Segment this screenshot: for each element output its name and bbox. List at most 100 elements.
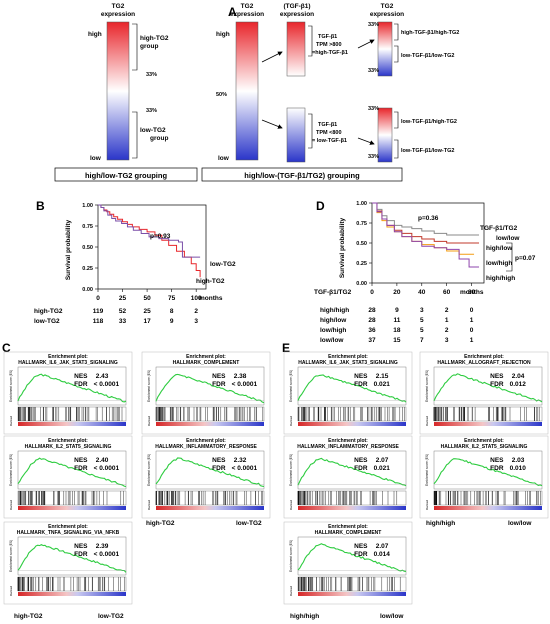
gsea-es-curve <box>297 457 407 487</box>
risk-row-group: high/high <box>320 307 349 314</box>
gsea-es-frame <box>433 366 543 406</box>
gsea-plot-title: HALLMARK_ALLOGRAFT_REJECTION <box>437 360 531 366</box>
y-tick-label: 1.00 <box>356 201 367 207</box>
gsea-plot-pre: Enrichment plot: <box>328 354 368 360</box>
panel-d-risk-header: TGF-β1/TG2 <box>314 289 352 296</box>
group-label-4: low-TGF-β1/low-TG2 <box>401 148 454 154</box>
tg2-low-label-2: low <box>218 155 230 162</box>
gsea-hit-lines <box>298 577 401 591</box>
y-tick-label: 0.00 <box>356 281 367 287</box>
risk-count: 15 <box>393 337 401 344</box>
gsea-es-curve <box>155 457 265 488</box>
risk-count: 1 <box>445 317 449 324</box>
nes-value: 2.38 <box>234 373 247 380</box>
tg2-low-label: low <box>90 155 102 162</box>
gsea-y-axis-label: Enrichment score (ES) <box>425 370 429 402</box>
nes-value: 2.40 <box>96 457 109 464</box>
pct-a1: 33% <box>368 22 379 28</box>
gsea-plot: Enrichment plot:HALLMARK_ALLOGRAFT_REJEC… <box>419 351 549 435</box>
right-caption-box <box>201 167 403 182</box>
x-tick-label: 25 <box>119 295 127 302</box>
lower-rule-bracket <box>308 113 313 149</box>
gsea-plot: Enrichment plot:HALLMARK_INFLAMMATORY_RE… <box>141 435 271 519</box>
fdr-label: FDR <box>74 465 88 472</box>
y-tick-label: 0.00 <box>82 287 93 293</box>
tg2-high-label-2: high <box>216 31 230 38</box>
y-tick-label: 0.25 <box>82 266 93 272</box>
lower-rule-line3: = low-TGF-β1 <box>312 138 347 144</box>
low-group-bracket <box>132 111 138 159</box>
gsea-plot: Enrichment plot:HALLMARK_COMPLEMENT Enric… <box>283 521 413 605</box>
fdr-value: < 0.0001 <box>94 551 120 558</box>
nes-value: 2.03 <box>512 457 525 464</box>
risk-count: 3 <box>194 318 198 325</box>
risk-count: 1 <box>470 317 474 324</box>
risk-count: 9 <box>170 318 174 325</box>
tg2-header2-line1: TG2 <box>241 3 254 10</box>
panel-e-left-label-2: high/high <box>426 520 455 527</box>
risk-count: 3 <box>445 337 449 344</box>
gsea-rank-axis-label: Ranked <box>425 416 429 427</box>
gsea-rank-bar <box>18 592 126 596</box>
gsea-hit-lines <box>155 407 263 421</box>
x-tick-label: 80 <box>468 289 476 296</box>
risk-count: 1 <box>470 337 474 344</box>
group1-bracket <box>394 23 399 41</box>
tg2-gradient-bar-2 <box>235 21 259 161</box>
gsea-rank-bar <box>18 422 126 426</box>
fdr-label: FDR <box>74 381 88 388</box>
y-tick-label: 0.50 <box>356 241 367 247</box>
series-label-low-high: low/high <box>486 260 512 267</box>
gsea-plot: Enrichment plot:HALLMARK_IL2_STAT5_SIGNA… <box>419 435 549 519</box>
panel-c-left-label: high-TG2 <box>14 613 43 620</box>
risk-count: 28 <box>368 317 376 324</box>
gsea-y-axis-label: Enrichment score (ES) <box>289 370 293 402</box>
group-label-1: high-TGF-β1/high-TG2 <box>401 30 459 36</box>
tg2-lower-split-bar <box>377 107 393 163</box>
risk-count: 36 <box>368 327 376 334</box>
gsea-es-curve <box>433 458 543 487</box>
fdr-label: FDR <box>354 465 368 472</box>
pct-top-label: 33% <box>146 72 157 78</box>
gsea-plot-pre: Enrichment plot: <box>328 438 368 444</box>
panel-b-risk-table: high-TG2 119 52 25 8 2 low-TG2 118 33 17 9 3 <box>34 308 198 325</box>
panel-d-xunit: months <box>460 289 484 296</box>
gsea-es-frame <box>433 450 543 490</box>
gsea-y-axis-label: Enrichment score (ES) <box>289 454 293 486</box>
x-tick-label: 75 <box>168 295 176 302</box>
series-label-low-tg2: low-TG2 <box>210 261 236 268</box>
x-tick-label: 20 <box>393 289 401 296</box>
nes-label: NES <box>490 457 504 464</box>
lower-rule-line1: TGF-β1 <box>318 122 337 128</box>
panel-a: A TG2 expression high low high-TG2 group… <box>54 3 459 182</box>
gsea-rank-bar <box>156 506 264 510</box>
risk-count: 28 <box>368 307 376 314</box>
gsea-hit-frame <box>17 576 127 592</box>
gsea-rank-bar <box>298 422 406 426</box>
tg2-header3-line1: TG2 <box>381 3 394 10</box>
upper-rule-line2: TPM >800 <box>316 42 342 48</box>
gsea-rank-bar <box>18 506 126 510</box>
km-curve-low-tg2 <box>98 204 201 258</box>
arrow-lower <box>261 119 283 129</box>
tg2-header-line2: expression <box>101 11 135 18</box>
high-group-bracket <box>132 23 138 71</box>
fdr-value: < 0.0001 <box>232 465 258 472</box>
gsea-plot-title: HALLMARK_IL2_STAT5_SIGNALING <box>441 444 528 450</box>
nes-value: 2.43 <box>96 373 109 380</box>
gsea-plot-pre: Enrichment plot: <box>48 438 88 444</box>
tg2-header2-line2: expression <box>230 11 264 18</box>
pct-a4: 33% <box>368 154 379 160</box>
risk-row-group: low-TG2 <box>34 318 60 325</box>
gsea-hit-frame <box>17 490 127 506</box>
left-caption-box <box>54 167 198 182</box>
arrow-upper-2 <box>357 39 375 49</box>
fdr-label: FDR <box>212 381 226 388</box>
panel-e-label: E <box>282 341 290 355</box>
km-curve-high-high <box>372 202 480 268</box>
gsea-plot: Enrichment plot: HALLMARK_COMPLEMENT Enri… <box>141 351 271 435</box>
risk-count: 9 <box>395 307 399 314</box>
gsea-y-axis-label: Enrichment score (ES) <box>289 540 293 572</box>
gsea-rank-axis-label: Ranked <box>147 500 151 511</box>
